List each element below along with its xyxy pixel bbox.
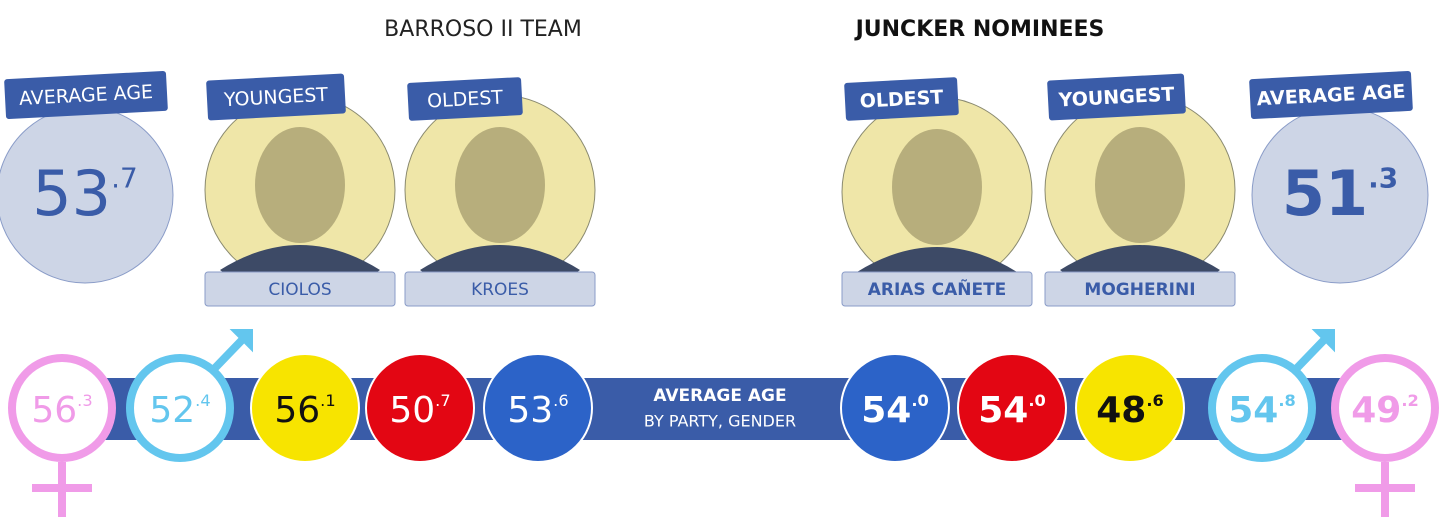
male-symbol [215, 330, 252, 368]
number-dec: .0 [911, 391, 928, 410]
portrait-head [1095, 127, 1185, 243]
tag: YOUNGEST [1047, 73, 1186, 120]
name: KROES [471, 280, 529, 300]
number-dec: .3 [1368, 161, 1398, 194]
bar-sublabel: BY PARTY, GENDER [644, 412, 796, 431]
number-dec: .7 [435, 391, 450, 410]
female-symbol [32, 462, 92, 517]
number-int: 54 [978, 390, 1028, 431]
group-title: JUNCKER NOMINEES [854, 17, 1105, 42]
name: MOGHERINI [1084, 280, 1195, 300]
number-int: 53 [32, 157, 111, 230]
portrait-head [892, 129, 982, 245]
number-int: 52 [149, 390, 195, 431]
name: ARIAS CAÑETE [868, 277, 1007, 300]
number-dec: .8 [1278, 391, 1295, 410]
bar-label: AVERAGE AGE [653, 386, 786, 406]
male-symbol [1297, 330, 1334, 368]
number-int: 48 [1096, 390, 1146, 431]
number-int: 56 [31, 390, 77, 431]
infographic: BARROSO II TEAM JUNCKER NOMINEES AVERAGE… [0, 0, 1449, 519]
number-dec: .6 [1146, 391, 1163, 410]
number-dec: .4 [195, 391, 210, 410]
portrait-head [455, 127, 545, 243]
number-int: 56 [274, 390, 320, 431]
number-dec: .6 [553, 391, 568, 410]
number-int: 50 [389, 390, 435, 431]
tag: AVERAGE AGE [4, 71, 168, 119]
number-dec: .0 [1028, 391, 1045, 410]
tag: YOUNGEST [206, 73, 346, 120]
female-symbol [1355, 462, 1415, 517]
number-dec: .3 [77, 391, 92, 410]
tag: OLDEST [844, 77, 959, 121]
tag-label: OLDEST [859, 86, 944, 112]
number-dec: .1 [320, 391, 335, 410]
number-int: 49 [1351, 390, 1401, 431]
name: CIOLOS [268, 280, 331, 300]
number-int: 54 [861, 390, 911, 431]
number-int: 54 [1228, 390, 1278, 431]
number-dec: .7 [111, 161, 138, 194]
tag: OLDEST [407, 77, 523, 121]
number-int: 53 [507, 390, 553, 431]
number-int: 51 [1282, 157, 1368, 230]
portrait-head [255, 127, 345, 243]
tag: AVERAGE AGE [1249, 71, 1413, 119]
tag-label: OLDEST [427, 87, 504, 113]
group-title: BARROSO II TEAM [384, 17, 582, 42]
number-dec: .2 [1401, 391, 1418, 410]
